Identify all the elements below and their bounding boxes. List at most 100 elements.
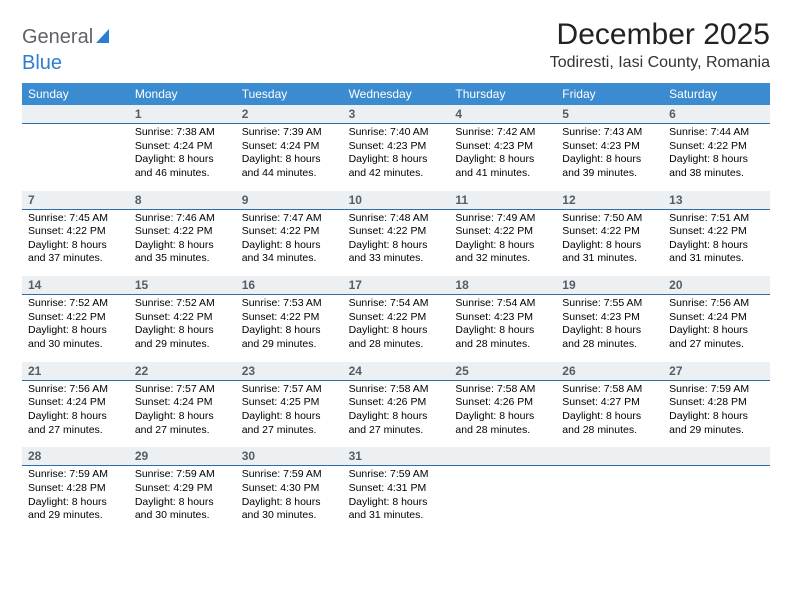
daylight-line: Daylight: 8 hours and 31 minutes.	[562, 239, 657, 266]
daylight-line: Daylight: 8 hours and 30 minutes.	[28, 324, 123, 351]
dow-thursday: Thursday	[449, 83, 556, 105]
sunset-line: Sunset: 4:23 PM	[349, 140, 444, 154]
sunrise-line: Sunrise: 7:59 AM	[135, 468, 230, 482]
sunset-line: Sunset: 4:22 PM	[669, 225, 764, 239]
sunrise-line: Sunrise: 7:47 AM	[242, 212, 337, 226]
dow-monday: Monday	[129, 83, 236, 105]
sunrise-line: Sunrise: 7:58 AM	[455, 383, 550, 397]
day-cell: Sunrise: 7:45 AMSunset: 4:22 PMDaylight:…	[22, 210, 129, 277]
daynum: 17	[343, 276, 450, 294]
daylight-line: Daylight: 8 hours and 38 minutes.	[669, 153, 764, 180]
day-cell: Sunrise: 7:55 AMSunset: 4:23 PMDaylight:…	[556, 295, 663, 362]
sunset-line: Sunset: 4:30 PM	[242, 482, 337, 496]
brand-text-2: Blue	[22, 52, 62, 75]
day-cell: Sunrise: 7:57 AMSunset: 4:24 PMDaylight:…	[129, 381, 236, 448]
sunset-line: Sunset: 4:23 PM	[455, 140, 550, 154]
sunrise-line: Sunrise: 7:40 AM	[349, 126, 444, 140]
daynum: 31	[343, 447, 450, 465]
sunrise-line: Sunrise: 7:43 AM	[562, 126, 657, 140]
sunrise-line: Sunrise: 7:49 AM	[455, 212, 550, 226]
day-cell: Sunrise: 7:56 AMSunset: 4:24 PMDaylight:…	[22, 381, 129, 448]
day-cell: Sunrise: 7:42 AMSunset: 4:23 PMDaylight:…	[449, 124, 556, 191]
sunrise-line: Sunrise: 7:42 AM	[455, 126, 550, 140]
sail-icon	[95, 27, 113, 50]
daylight-line: Daylight: 8 hours and 41 minutes.	[455, 153, 550, 180]
daylight-line: Daylight: 8 hours and 29 minutes.	[135, 324, 230, 351]
week-4-daynum-row: 28293031	[22, 447, 770, 466]
daynum: 4	[449, 105, 556, 123]
daynum: 9	[236, 191, 343, 209]
daylight-line: Daylight: 8 hours and 27 minutes.	[28, 410, 123, 437]
daynum: 13	[663, 191, 770, 209]
dow-saturday: Saturday	[663, 83, 770, 105]
sunrise-line: Sunrise: 7:54 AM	[455, 297, 550, 311]
week-1-daynum-row: 78910111213	[22, 191, 770, 210]
sunrise-line: Sunrise: 7:59 AM	[669, 383, 764, 397]
day-cell: Sunrise: 7:43 AMSunset: 4:23 PMDaylight:…	[556, 124, 663, 191]
daynum: 2	[236, 105, 343, 123]
daylight-line: Daylight: 8 hours and 31 minutes.	[669, 239, 764, 266]
daylight-line: Daylight: 8 hours and 30 minutes.	[242, 496, 337, 523]
day-cell: Sunrise: 7:44 AMSunset: 4:22 PMDaylight:…	[663, 124, 770, 191]
sunrise-line: Sunrise: 7:56 AM	[28, 383, 123, 397]
sunset-line: Sunset: 4:27 PM	[562, 396, 657, 410]
daynum: 21	[22, 362, 129, 380]
daynum: 19	[556, 276, 663, 294]
day-cell: Sunrise: 7:46 AMSunset: 4:22 PMDaylight:…	[129, 210, 236, 277]
week-3-daynum-row: 21222324252627	[22, 362, 770, 381]
day-cell: Sunrise: 7:50 AMSunset: 4:22 PMDaylight:…	[556, 210, 663, 277]
sunrise-line: Sunrise: 7:52 AM	[28, 297, 123, 311]
daylight-line: Daylight: 8 hours and 28 minutes.	[349, 324, 444, 351]
sunset-line: Sunset: 4:24 PM	[28, 396, 123, 410]
sunrise-line: Sunrise: 7:44 AM	[669, 126, 764, 140]
sunset-line: Sunset: 4:28 PM	[28, 482, 123, 496]
sunset-line: Sunset: 4:22 PM	[242, 225, 337, 239]
dow-tuesday: Tuesday	[236, 83, 343, 105]
daynum: 16	[236, 276, 343, 294]
sunrise-line: Sunrise: 7:39 AM	[242, 126, 337, 140]
daylight-line: Daylight: 8 hours and 27 minutes.	[135, 410, 230, 437]
day-cell: Sunrise: 7:58 AMSunset: 4:26 PMDaylight:…	[343, 381, 450, 448]
day-cell: Sunrise: 7:59 AMSunset: 4:30 PMDaylight:…	[236, 466, 343, 533]
sunrise-line: Sunrise: 7:58 AM	[349, 383, 444, 397]
day-cell	[449, 466, 556, 533]
sunset-line: Sunset: 4:22 PM	[135, 225, 230, 239]
daylight-line: Daylight: 8 hours and 35 minutes.	[135, 239, 230, 266]
calendar: SundayMondayTuesdayWednesdayThursdayFrid…	[22, 83, 770, 533]
day-cell: Sunrise: 7:59 AMSunset: 4:28 PMDaylight:…	[22, 466, 129, 533]
week-0-body-row: Sunrise: 7:38 AMSunset: 4:24 PMDaylight:…	[22, 124, 770, 191]
week-2-body-row: Sunrise: 7:52 AMSunset: 4:22 PMDaylight:…	[22, 295, 770, 362]
sunset-line: Sunset: 4:22 PM	[455, 225, 550, 239]
daynum: 23	[236, 362, 343, 380]
sunrise-line: Sunrise: 7:57 AM	[242, 383, 337, 397]
daylight-line: Daylight: 8 hours and 27 minutes.	[349, 410, 444, 437]
sunset-line: Sunset: 4:26 PM	[455, 396, 550, 410]
daynum: 1	[129, 105, 236, 123]
daylight-line: Daylight: 8 hours and 28 minutes.	[455, 324, 550, 351]
sunset-line: Sunset: 4:22 PM	[669, 140, 764, 154]
sunset-line: Sunset: 4:24 PM	[669, 311, 764, 325]
daylight-line: Daylight: 8 hours and 42 minutes.	[349, 153, 444, 180]
sunset-line: Sunset: 4:24 PM	[135, 140, 230, 154]
sunrise-line: Sunrise: 7:50 AM	[562, 212, 657, 226]
sunrise-line: Sunrise: 7:53 AM	[242, 297, 337, 311]
daynum: 29	[129, 447, 236, 465]
daynum: 8	[129, 191, 236, 209]
daynum: 18	[449, 276, 556, 294]
daynum: 25	[449, 362, 556, 380]
week-1-body-row: Sunrise: 7:45 AMSunset: 4:22 PMDaylight:…	[22, 210, 770, 277]
sunset-line: Sunset: 4:22 PM	[349, 225, 444, 239]
dow-header-row: SundayMondayTuesdayWednesdayThursdayFrid…	[22, 83, 770, 105]
daynum: 6	[663, 105, 770, 123]
sunset-line: Sunset: 4:28 PM	[669, 396, 764, 410]
sunset-line: Sunset: 4:22 PM	[349, 311, 444, 325]
day-cell: Sunrise: 7:58 AMSunset: 4:27 PMDaylight:…	[556, 381, 663, 448]
daylight-line: Daylight: 8 hours and 31 minutes.	[349, 496, 444, 523]
week-3-body-row: Sunrise: 7:56 AMSunset: 4:24 PMDaylight:…	[22, 381, 770, 448]
sunrise-line: Sunrise: 7:46 AM	[135, 212, 230, 226]
day-cell: Sunrise: 7:57 AMSunset: 4:25 PMDaylight:…	[236, 381, 343, 448]
daylight-line: Daylight: 8 hours and 46 minutes.	[135, 153, 230, 180]
daynum: 22	[129, 362, 236, 380]
location-text: Todiresti, Iasi County, Romania	[550, 54, 770, 72]
sunrise-line: Sunrise: 7:52 AM	[135, 297, 230, 311]
